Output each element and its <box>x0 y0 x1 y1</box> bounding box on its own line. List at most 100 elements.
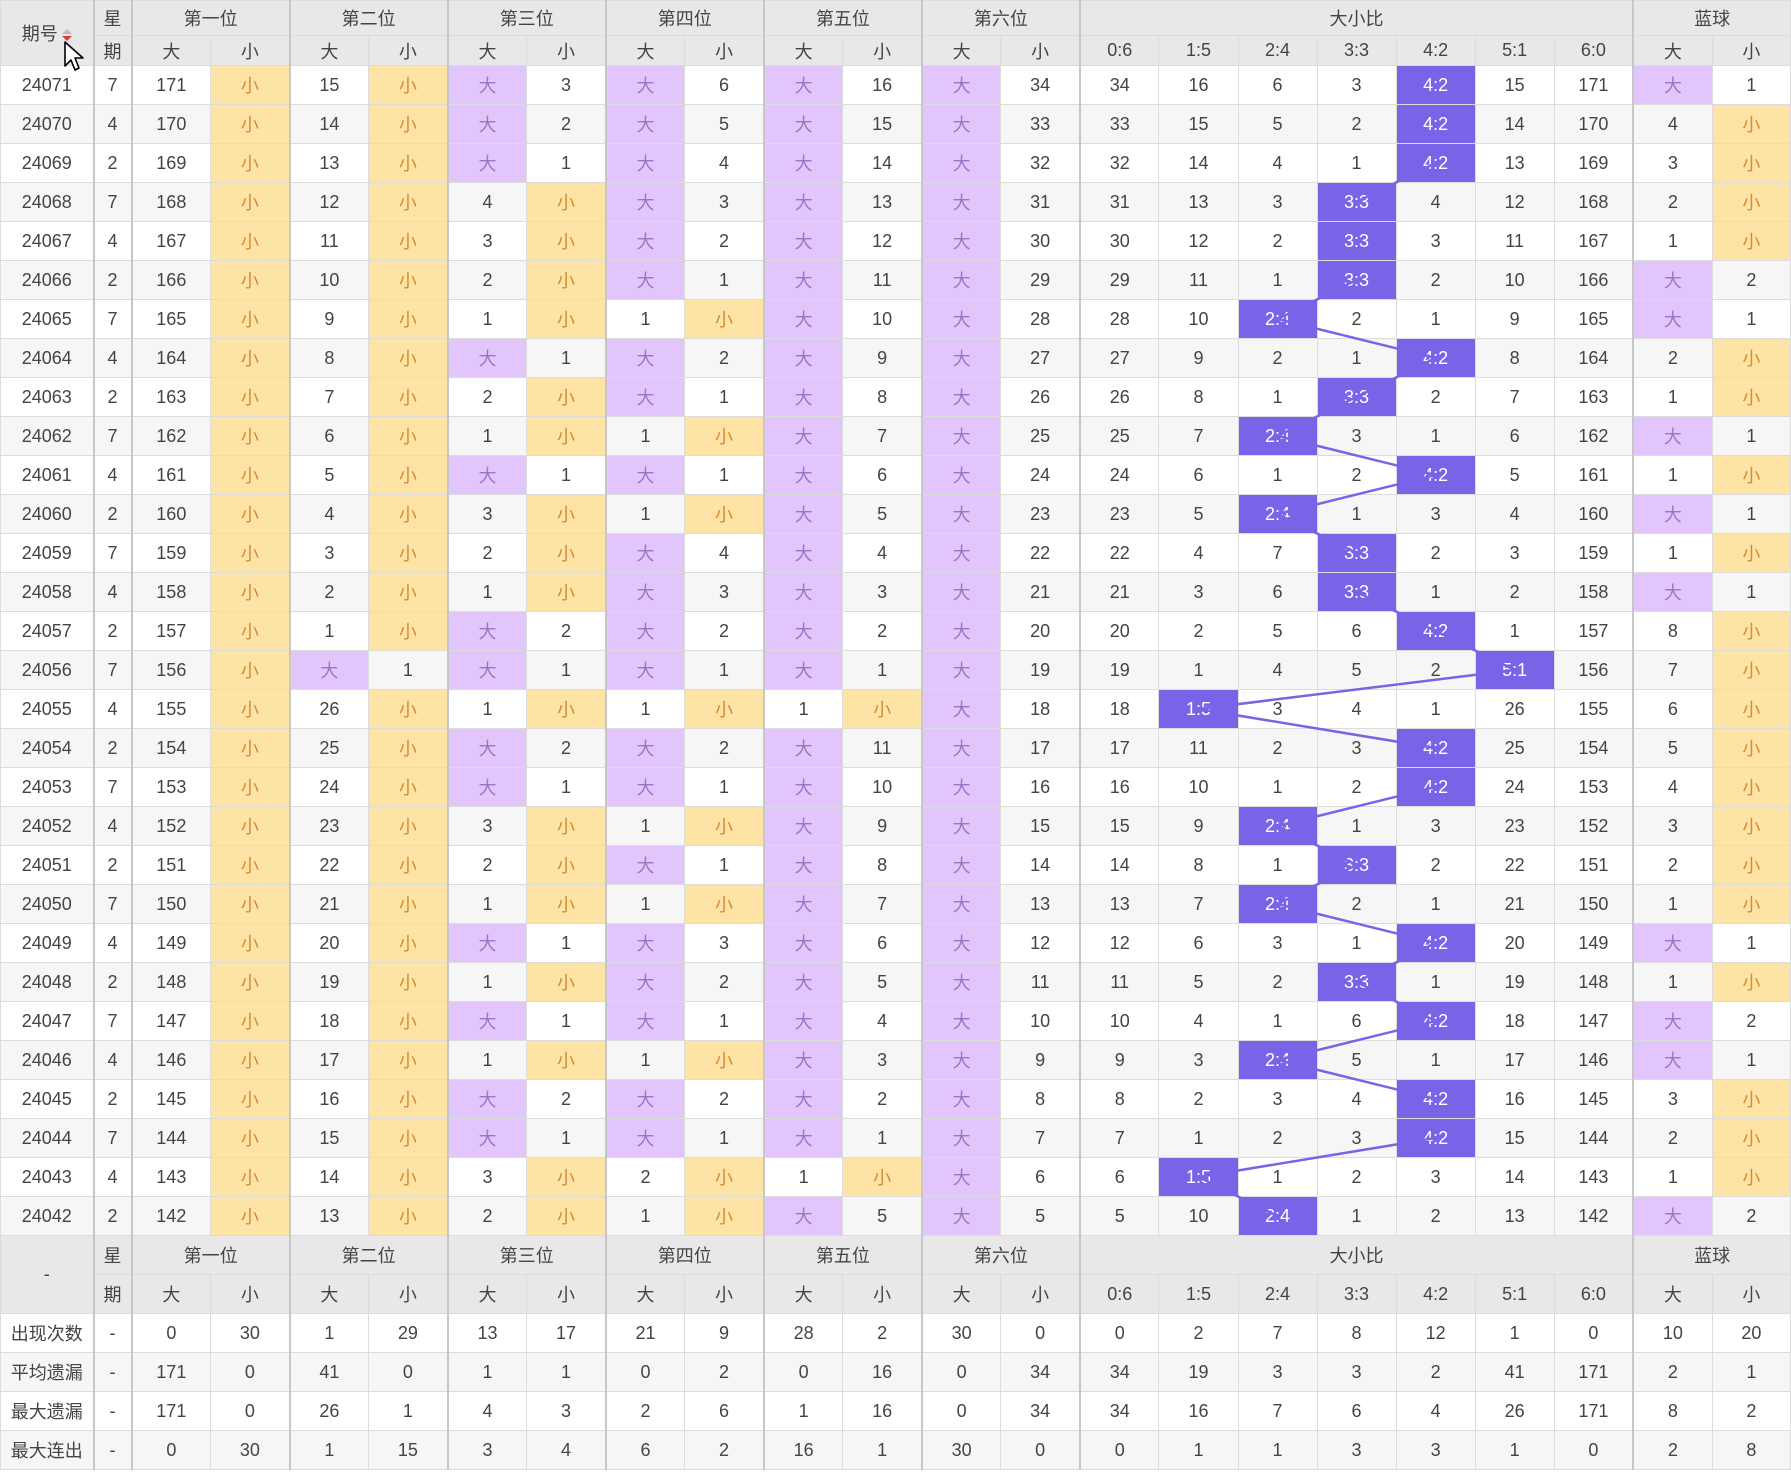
ratio-cell-0-6: 20 <box>1079 611 1160 651</box>
position-3-big-cell: 1 <box>447 962 528 1002</box>
sort-arrows-icon[interactable] <box>61 29 72 42</box>
position-4-big-cell: 大 <box>605 650 686 690</box>
issue-number: 24070 <box>0 104 95 144</box>
position-4-big-cell: 大 <box>605 221 686 261</box>
issue-header[interactable]: 期号 <box>0 0 95 66</box>
stat-value: 21 <box>605 1313 686 1353</box>
stat-value: 17 <box>526 1313 607 1353</box>
position-4-small-cell: 小 <box>684 689 765 729</box>
position-5-small-cell: 9 <box>842 338 923 378</box>
issue-number: 24062 <box>0 416 95 456</box>
ratio-subheader-1-5: 1:5 <box>1158 35 1239 66</box>
stat-value: 16 <box>1158 1391 1239 1431</box>
position-1-small-cell: 小 <box>210 338 291 378</box>
weekday-header-top: 星 <box>93 0 133 36</box>
position-5-big-cell: 大 <box>763 104 844 144</box>
position-1-big-cell: 151 <box>131 845 212 885</box>
stat-value: 8 <box>1632 1391 1713 1431</box>
ratio-cell-1-5: 10 <box>1158 299 1239 339</box>
position-1-big-cell: 157 <box>131 611 212 651</box>
position-6-big-cell: 大 <box>921 221 1002 261</box>
position-4-small-cell: 5 <box>684 104 765 144</box>
ratio-cell-6-0: 143 <box>1553 1157 1635 1197</box>
position-3-big-cell: 大 <box>447 455 528 495</box>
ratio-cell-6-0: 167 <box>1553 221 1635 261</box>
position-3-small-cell: 1 <box>526 923 607 963</box>
position-4-small-cell: 1 <box>684 377 765 417</box>
ratio-cell-3-3: 2 <box>1316 884 1397 924</box>
ratio-cell-5-1: 25 <box>1474 728 1555 768</box>
position-1-big-cell: 142 <box>131 1196 212 1236</box>
position-2-small-cell: 小 <box>368 494 449 534</box>
ratio-cell-4-2: 4:2 <box>1395 611 1476 651</box>
ratio-cell-3-3: 3 <box>1316 728 1397 768</box>
position-4-small-cell: 2 <box>684 1079 765 1119</box>
stat-dash: - <box>93 1430 133 1470</box>
stat-value: 4 <box>447 1391 528 1431</box>
blue-big-cell: 大 <box>1632 572 1713 612</box>
position-4-small-cell: 2 <box>684 338 765 378</box>
position-2-big-cell: 6 <box>289 416 370 456</box>
stat-value: 2 <box>1711 1391 1791 1431</box>
position-5-small-cell: 小 <box>842 1157 923 1197</box>
blue-small-cell: 2 <box>1711 1001 1791 1041</box>
footer-position-header-3: 第三位 <box>447 1235 607 1275</box>
table-row: 24060 2 160 小 4 小 3 小 1 小大 5 大 23 23 5 2:4 1 3 4 160 大 1 <box>0 494 1791 534</box>
position-1-small-cell: 小 <box>210 260 291 300</box>
position-4-big-cell: 大 <box>605 845 686 885</box>
ratio-cell-3-3: 6 <box>1316 1001 1397 1041</box>
stat-value: 4 <box>1395 1391 1476 1431</box>
ratio-cell-5-1: 14 <box>1474 104 1555 144</box>
ratio-cell-4-2: 4:2 <box>1395 143 1476 183</box>
stat-value: 2 <box>1395 1352 1476 1392</box>
ratio-cell-0-6: 9 <box>1079 1040 1160 1080</box>
position-3-big-cell: 大 <box>447 338 528 378</box>
small-subheader: 小 <box>684 35 765 66</box>
blue-big-cell: 大 <box>1632 299 1713 339</box>
ratio-cell-5-1: 1 <box>1474 611 1555 651</box>
blue-big-cell: 5 <box>1632 728 1713 768</box>
position-3-big-cell: 大 <box>447 728 528 768</box>
blue-big-cell: 大 <box>1632 65 1713 105</box>
position-4-small-cell: 小 <box>684 1157 765 1197</box>
position-5-small-cell: 7 <box>842 884 923 924</box>
blue-big-cell: 1 <box>1632 962 1713 1002</box>
ratio-cell-0-6: 30 <box>1079 221 1160 261</box>
position-5-big-cell: 大 <box>763 1196 844 1236</box>
table-row: 24061 4 161 小 5 小大 1 大 1 大 6 大 24 24 6 1 2 4:2 5 161 1 小 <box>0 455 1791 495</box>
stat-value: 26 <box>289 1391 370 1431</box>
position-4-big-cell: 1 <box>605 806 686 846</box>
ratio-cell-3-3: 4 <box>1316 1079 1397 1119</box>
ratio-cell-0-6: 24 <box>1079 455 1160 495</box>
position-2-big-cell: 16 <box>289 1079 370 1119</box>
ratio-cell-5-1: 14 <box>1474 1157 1555 1197</box>
blue-small-cell: 小 <box>1711 767 1791 807</box>
ratio-cell-0-6: 32 <box>1079 143 1160 183</box>
ratio-cell-3-3: 3 <box>1316 416 1397 456</box>
position-1-big-cell: 145 <box>131 1079 212 1119</box>
blue-small-cell: 小 <box>1711 728 1791 768</box>
stat-value: 30 <box>210 1313 291 1353</box>
position-6-big-cell: 大 <box>921 728 1002 768</box>
blue-big-cell: 2 <box>1632 338 1713 378</box>
ratio-cell-4-2: 1 <box>1395 962 1476 1002</box>
position-6-big-cell: 大 <box>921 884 1002 924</box>
ratio-cell-4-2: 1 <box>1395 572 1476 612</box>
position-5-small-cell: 3 <box>842 1040 923 1080</box>
issue-number: 24071 <box>0 65 95 105</box>
position-1-big-cell: 166 <box>131 260 212 300</box>
position-2-big-cell: 25 <box>289 728 370 768</box>
position-3-big-cell: 大 <box>447 65 528 105</box>
table-row: 24065 7 165 小 9 小 1 小 1 小大 10 大 28 28 10 2:4 2 1 9 165 大 1 <box>0 299 1791 339</box>
issue-number: 24065 <box>0 299 95 339</box>
stat-value: 0 <box>1553 1430 1635 1470</box>
position-1-small-cell: 小 <box>210 416 291 456</box>
position-3-small-cell: 小 <box>526 1040 607 1080</box>
position-2-big-cell: 20 <box>289 923 370 963</box>
blue-small-cell: 小 <box>1711 338 1791 378</box>
position-5-big-cell: 大 <box>763 923 844 963</box>
position-2-big-cell: 23 <box>289 806 370 846</box>
position-6-small-cell: 21 <box>1000 572 1081 612</box>
position-3-small-cell: 2 <box>526 104 607 144</box>
position-3-small-cell: 小 <box>526 221 607 261</box>
